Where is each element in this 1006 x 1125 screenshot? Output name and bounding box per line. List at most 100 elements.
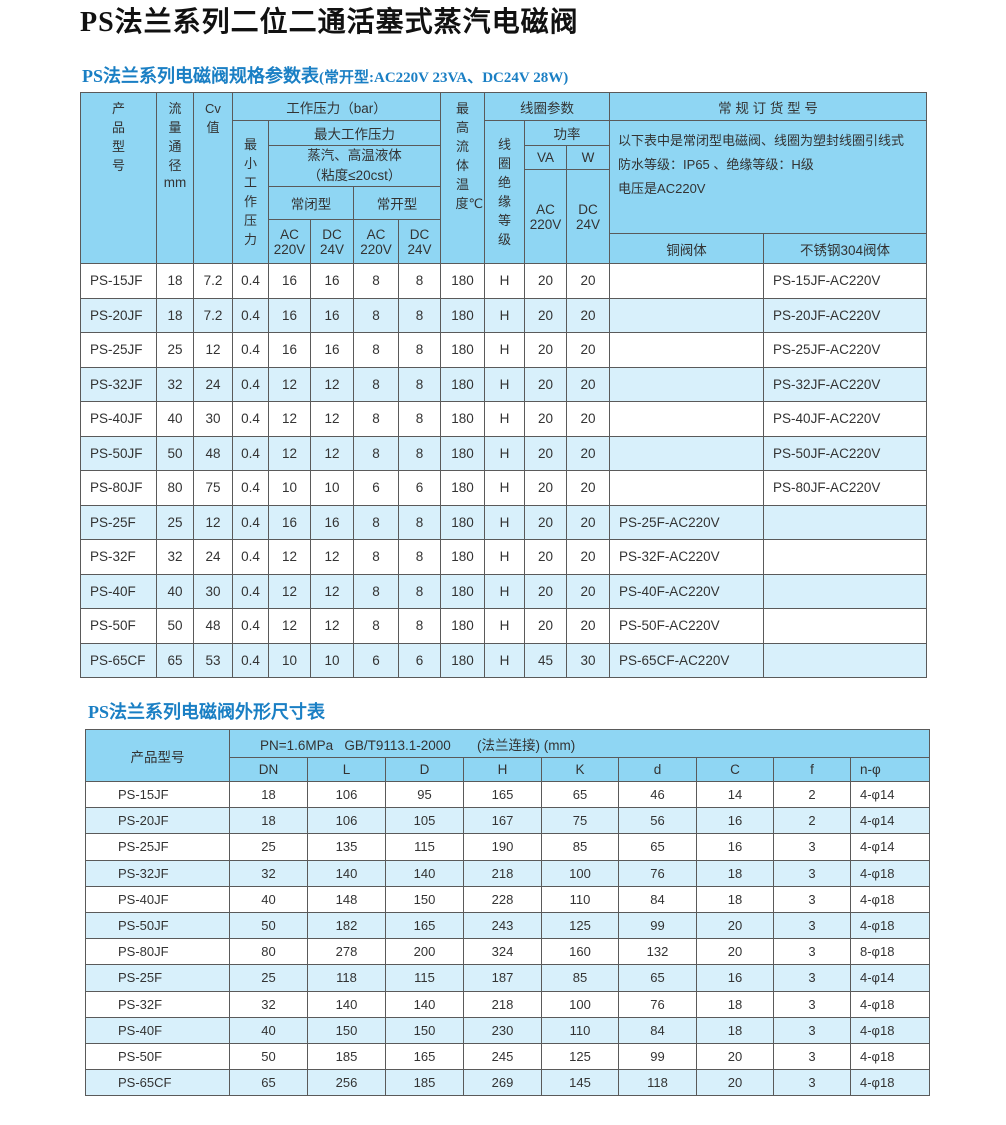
spec-table-title: PS法兰系列电磁阀规格参数表(常开型:AC220V 23VA、DC24V 28W…	[82, 62, 568, 88]
table-row: PS-25F 25 12 0.4 16 16 8 8 180 H 20 20 PS-25F-AC220V	[80, 504, 928, 540]
cell-dn: 32	[156, 366, 194, 402]
cell-model: PS-20JF	[80, 297, 157, 333]
spec-table-body: PS-15JF 18 7.2 0.4 16 16 8 8 180 H 20 20 PS-15JF-AC2…	[80, 263, 928, 678]
cell-power-w: 20	[566, 297, 611, 333]
cell-f: 2	[773, 780, 851, 809]
cell-model: PS-15JF	[85, 780, 230, 809]
cell-dn: 18	[156, 263, 194, 299]
cell-h: 218	[463, 990, 542, 1018]
cell-model: PS-50F	[80, 608, 157, 644]
cell-nc-ac: 12	[268, 435, 311, 471]
cell-c: 18	[696, 1016, 774, 1044]
table-row: PS-40JF 40 30 0.4 12 12 8 8 180 H 20 20 PS-40JF-AC22…	[80, 401, 928, 437]
table-row: PS-25JF 25 12 0.4 16 16 8 8 180 H 20 20 PS-25JF-AC22…	[80, 332, 928, 368]
cell-nc-dc: 12	[310, 401, 354, 437]
cell-order-copper: PS-65CF-AC220V	[609, 642, 765, 678]
cell-dn: 80	[156, 470, 194, 506]
cell-k: 85	[541, 964, 619, 992]
cell-order-stainless: PS-40JF-AC220V	[763, 401, 928, 437]
cell-f: 3	[773, 990, 851, 1018]
cell-max-temp: 180	[440, 263, 486, 299]
header-w: W	[566, 145, 611, 170]
cell-insulation: H	[484, 504, 526, 540]
spec-title-main: PS法兰系列电磁阀规格参数表	[82, 66, 320, 86]
cell-c: 16	[696, 964, 774, 992]
cell-model: PS-50F	[85, 1042, 230, 1071]
cell-max-temp: 180	[440, 401, 486, 437]
table-row: PS-32F 32 140 140 218 100 76 18 3 4-φ18	[85, 990, 930, 1018]
cell-k: 125	[541, 1042, 619, 1071]
cell-order-copper	[609, 263, 765, 299]
cell-model: PS-50JF	[80, 435, 157, 471]
cell-dn: 32	[156, 539, 194, 575]
cell-d: 84	[618, 885, 697, 913]
cell-nc-dc: 10	[310, 642, 354, 678]
dim-header-1: L	[307, 757, 386, 782]
dim-header-6: C	[696, 757, 774, 782]
table-row: PS-40JF 40 148 150 228 110 84 18 3 4-φ18	[85, 885, 930, 913]
table-row: PS-80JF 80 75 0.4 10 10 6 6 180 H 20 20 PS-80JF-AC22…	[80, 470, 928, 506]
cell-power-va: 20	[524, 366, 568, 402]
dim-header-3: H	[463, 757, 542, 782]
cell-power-w: 20	[566, 263, 611, 299]
cell-order-copper	[609, 297, 765, 333]
dim-header-2: D	[385, 757, 464, 782]
table-row: PS-15JF 18 106 95 165 65 46 14 2 4-φ14	[85, 780, 930, 809]
cell-model: PS-20JF	[85, 807, 230, 835]
cell-no-ac: 8	[353, 366, 399, 402]
table-row: PS-32JF 32 24 0.4 12 12 8 8 180 H 20 20 PS-32JF-AC22…	[80, 366, 928, 402]
cell-no-ac: 8	[353, 539, 399, 575]
cell-power-va: 20	[524, 608, 568, 644]
cell-model: PS-25F	[80, 504, 157, 540]
cell-d: 165	[385, 1042, 464, 1071]
header-coil: 线圈参数	[484, 92, 611, 121]
cell-n: 4-φ18	[850, 990, 930, 1018]
cell-nc-ac: 10	[268, 642, 311, 678]
cell-d: 115	[385, 964, 464, 992]
cell-cv: 12	[193, 504, 233, 540]
cell-l: 150	[307, 1016, 386, 1044]
cell-nc-dc: 16	[310, 263, 354, 299]
cell-h: 228	[463, 885, 542, 913]
cell-n: 4-φ18	[850, 911, 930, 940]
dim-header-model: 产品型号	[85, 729, 230, 782]
cell-power-va: 20	[524, 297, 568, 333]
cell-dn: 50	[156, 435, 194, 471]
cell-insulation: H	[484, 573, 526, 609]
cell-max-temp: 180	[440, 435, 486, 471]
header-medium: 蒸汽、高温液体 （粘度≤20cst）	[267, 145, 442, 187]
cell-nc-dc: 12	[310, 539, 354, 575]
cell-power-va: 20	[524, 401, 568, 437]
cell-no-dc: 8	[397, 332, 442, 368]
cell-nc-ac: 12	[268, 573, 311, 609]
cell-no-ac: 8	[353, 435, 399, 471]
cell-no-dc: 8	[397, 573, 442, 609]
table-row: PS-65CF 65 53 0.4 10 10 6 6 180 H 45 30 PS-65CF-AC22…	[80, 642, 928, 678]
cell-n: 4-φ18	[850, 1042, 930, 1071]
page-title: PS法兰系列二位二通活塞式蒸汽电磁阀	[80, 7, 579, 38]
cell-cv: 7.2	[193, 297, 233, 333]
cell-no-dc: 8	[397, 401, 442, 437]
cell-nc-ac: 16	[268, 297, 311, 333]
cell-d: 165	[385, 911, 464, 940]
table-row: PS-20JF 18 7.2 0.4 16 16 8 8 180 H 20 20 PS-20JF-AC2…	[80, 297, 928, 333]
dimension-table-body: PS-15JF 18 106 95 165 65 46 14 2 4-φ14 PS-20JF 18 10…	[85, 780, 930, 1097]
cell-nc-ac: 16	[268, 332, 311, 368]
cell-nc-ac: 16	[268, 263, 311, 299]
header-normally-closed: 常闭型	[268, 186, 354, 220]
cell-order-copper	[609, 366, 765, 402]
cell-power-w: 20	[566, 332, 611, 368]
cell-n: 4-φ18	[850, 885, 930, 913]
cell-d: 46	[618, 780, 697, 809]
cell-c: 20	[696, 938, 774, 966]
cell-insulation: H	[484, 366, 526, 402]
cell-dn: 65	[229, 1069, 308, 1097]
cell-k: 100	[541, 859, 619, 887]
cell-insulation: H	[484, 401, 526, 437]
cell-k: 65	[541, 780, 619, 809]
cell-power-va: 20	[524, 470, 568, 506]
table-row: PS-50F 50 48 0.4 12 12 8 8 180 H 20 20 PS-50F-AC220V	[80, 608, 928, 644]
dim-table-title: PS法兰系列电磁阀外形尺寸表	[88, 702, 326, 722]
cell-no-dc: 6	[397, 470, 442, 506]
cell-n: 4-φ14	[850, 964, 930, 992]
